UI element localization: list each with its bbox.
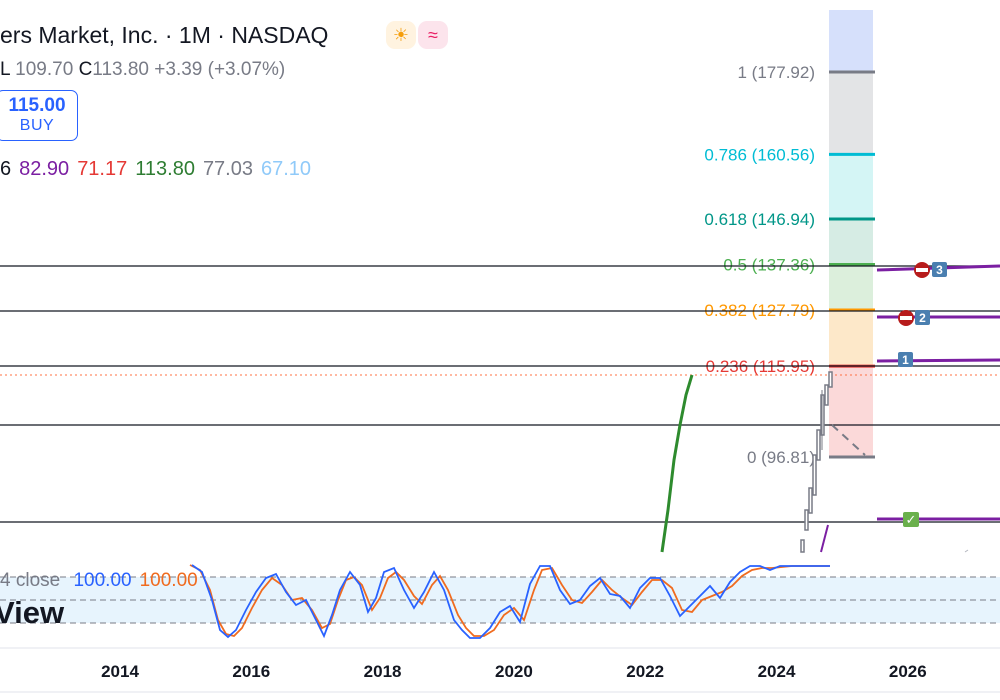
fib-zone [829,366,873,457]
indicator-value: 6 [0,158,12,180]
close-value: 113.80 [92,59,149,80]
position-line-1[interactable] [876,358,1000,363]
fib-zone [829,10,873,72]
x-axis-tick-label: 2026 [889,662,927,681]
indicator-values: 6 82.90 71.17 113.80 77.03 67.10 [0,158,319,181]
fib-zone [829,219,873,265]
indicator-value: 82.90 [19,158,70,180]
fib-level-label: 1 (177.92) [738,63,816,82]
marker-check[interactable]: ✓ [903,512,919,528]
check-icon: ✓ [906,513,917,528]
low-label: L [0,59,10,80]
stoch-d-value: 100.00 [139,570,198,591]
buy-button[interactable]: 115.00 BUY [0,90,78,141]
indicator-value: 71.17 [77,158,128,180]
marker-1[interactable]: 1 [898,352,913,367]
marker-1-label: 1 [902,353,909,367]
x-axis-tick-label: 2018 [364,662,402,681]
stoch-k-value: 100.00 [73,570,132,591]
marker-3-label: 3 [936,263,943,277]
wave-icon-glyph: ≈ [428,24,438,45]
fib-zone [829,264,873,310]
stochastic-legend[interactable]: 4 close 100.00 100.00 [0,570,198,592]
wave-icon[interactable]: ≈ [418,21,448,49]
x-axis-tick-label: 2022 [626,662,664,681]
watermark: View [0,595,65,630]
indicator-value: 113.80 [135,158,195,180]
close-label: C [78,59,93,80]
trend-line [820,524,829,553]
small-tick [964,549,969,553]
marker-2-label: 2 [919,311,926,325]
sun-icon-glyph: ☀ [392,24,410,45]
fib-zone [829,309,873,367]
ohlc-values: L 109.70 C113.80 +3.39 (+3.07%) [0,59,285,81]
x-axis-ticks: 2014 2016 2018 2020 2022 2024 2026 [101,662,927,681]
stochastic-pane[interactable] [0,564,1000,639]
fib-zone [829,72,873,155]
x-axis-tick-label: 2020 [495,662,533,681]
x-axis-tick-label: 2024 [758,662,796,681]
fib-level-label: 0.786 (160.56) [704,145,815,164]
marker-2[interactable]: 2 [898,310,930,326]
low-value: 109.70 [15,59,74,80]
symbol-title[interactable]: ers Market, Inc. · 1M · NASDAQ [0,22,329,48]
projection-line [831,424,866,456]
stoch-k-line [191,564,830,639]
indicator-value: 67.10 [261,158,312,180]
fib-zone [829,154,873,220]
fib-level-label: 0 (96.81) [747,448,815,467]
fib-level-label: 0.618 (146.94) [704,210,815,229]
buy-label: BUY [19,117,55,134]
stoch-d-line [189,564,830,637]
change-value: +3.39 (+3.07%) [154,59,286,80]
fib-level-label: 0.5 (137.36) [723,256,815,275]
moving-average-line [660,374,694,553]
buy-price: 115.00 [8,95,66,116]
marker-3[interactable]: 3 [914,262,947,278]
indicator-value: 77.03 [202,158,253,180]
x-axis-tick-label: 2014 [101,662,139,681]
sun-icon[interactable]: ☀ [386,21,416,49]
x-axis-tick-label: 2016 [232,662,270,681]
fib-zones [829,10,873,457]
stoch-label: 4 close [0,570,61,591]
